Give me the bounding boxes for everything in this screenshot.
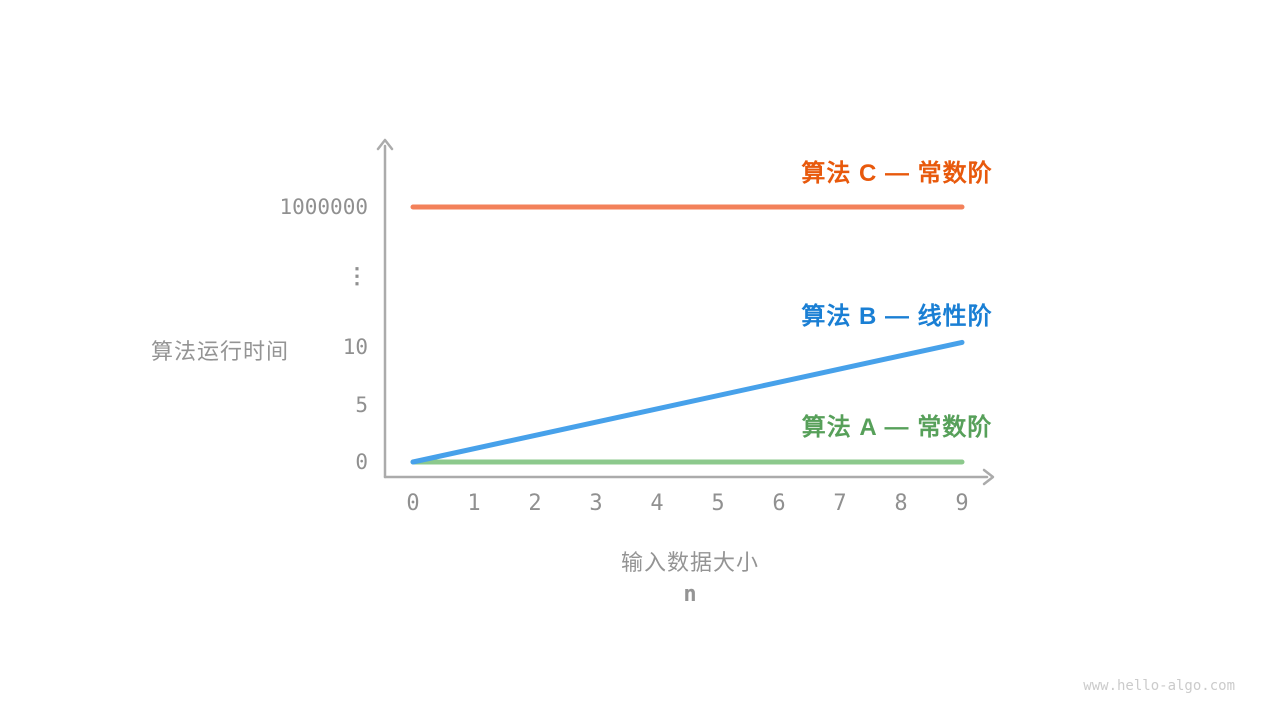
- x-tick-label: 8: [894, 491, 908, 516]
- y-axis-title: 算法运行时间: [150, 339, 289, 364]
- x-axis-arrow-icon: [982, 468, 995, 486]
- series-label-a: 算法 A — 常数阶: [801, 414, 993, 441]
- x-axis-variable: n: [683, 582, 697, 607]
- y-tick-label: 1000000: [279, 195, 368, 219]
- x-tick-label: 3: [589, 491, 603, 516]
- y-tick-label: ⋮: [346, 264, 368, 289]
- y-axis-arrow-icon: [376, 138, 394, 151]
- x-tick-label: 9: [955, 491, 969, 516]
- x-tick-label: 6: [772, 491, 786, 516]
- x-axis-title: 输入数据大小: [620, 550, 759, 575]
- series-label-b: 算法 B — 线性阶: [801, 303, 993, 330]
- x-tick-label: 0: [406, 491, 420, 516]
- y-tick-label: 0: [355, 450, 368, 474]
- x-tick-label: 1: [467, 491, 481, 516]
- x-tick-label: 5: [711, 491, 725, 516]
- y-tick-label: 10: [342, 335, 368, 359]
- x-tick-label: 2: [528, 491, 542, 516]
- watermark: www.hello-algo.com: [1083, 678, 1235, 694]
- x-tick-label: 7: [833, 491, 847, 516]
- x-tick-label: 4: [650, 491, 664, 516]
- series-line-b: [410, 339, 965, 465]
- series-label-c: 算法 C — 常数阶: [801, 160, 993, 187]
- y-tick-label: 5: [355, 393, 368, 417]
